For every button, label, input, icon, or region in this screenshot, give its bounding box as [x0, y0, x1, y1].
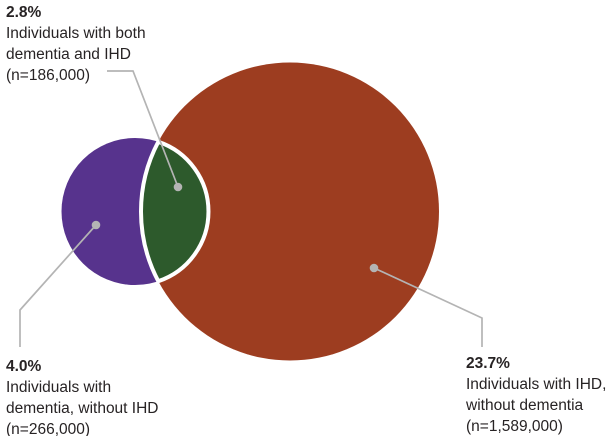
percent-value-ihd: 23.7% [466, 355, 510, 372]
percent-value-dementia: 4.0% [6, 358, 42, 375]
label-line: dementia, without IHD [6, 400, 159, 417]
label-line: Individuals with both [6, 25, 146, 42]
label-line: Individuals with IHD, [466, 376, 607, 393]
n-value-dementia: (n=266,000) [6, 421, 91, 436]
callout-both: 2.8% Individuals with both dementia and … [6, 2, 146, 86]
leader-line-both [107, 70, 179, 188]
n-value-ihd: (n=1,589,000) [466, 418, 563, 435]
label-line: without dementia [466, 397, 584, 414]
leader-line-ihd [373, 267, 483, 347]
leader-dot-dementia [91, 220, 101, 230]
label-line: Individuals with [6, 379, 112, 396]
n-value-both: (n=186,000) [6, 67, 91, 84]
leader-dot-both [173, 182, 183, 192]
ihd-circle [141, 62, 439, 361]
percent-value-both: 2.8% [6, 4, 42, 21]
label-line: dementia and IHD [6, 46, 131, 63]
callout-ihd: 23.7% Individuals with IHD, without deme… [466, 353, 606, 436]
overlap-lens [139, 139, 211, 284]
callout-dementia: 4.0% Individuals with dementia, without … [6, 356, 159, 436]
leader-dot-ihd [369, 263, 379, 273]
leader-line-dementia [19, 224, 97, 347]
